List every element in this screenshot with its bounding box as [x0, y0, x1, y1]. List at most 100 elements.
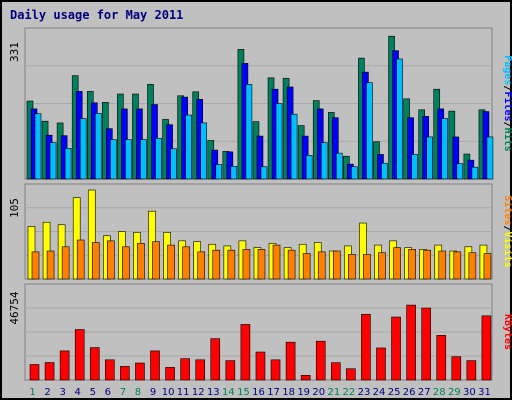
visits-bar-sites-day-8	[137, 243, 145, 280]
hits-bar-files-day-16	[256, 135, 264, 180]
day-label-15: 15	[237, 387, 250, 398]
visits-bar-visits-day-2	[42, 221, 51, 280]
day-label-17: 17	[267, 387, 280, 398]
day-label-24: 24	[373, 387, 386, 398]
legend-part-Files: Files	[502, 91, 512, 121]
kbytes-bar-kbytes-day-15	[240, 324, 251, 381]
hits-bar-files-day-14	[226, 151, 234, 180]
visits-bar-sites-day-6	[107, 240, 115, 280]
day-label-5: 5	[90, 387, 96, 398]
day-label-10: 10	[162, 387, 175, 398]
hits-bar-pages-day-6	[110, 139, 117, 180]
day-label-23: 23	[358, 387, 371, 398]
visits-bar-sites-day-23	[363, 254, 371, 280]
visits-bar-sites-day-10	[167, 244, 175, 280]
hits-bar-pages-day-16	[260, 166, 268, 180]
visits-bar-sites-day-31	[483, 253, 492, 280]
kbytes-bar-kbytes-day-16	[255, 351, 266, 381]
day-label-16: 16	[252, 387, 265, 398]
visits-bar-sites-day-7	[122, 246, 130, 280]
visits-bar-sites-day-22	[348, 254, 356, 280]
hits-bar-pages-day-20	[320, 142, 328, 180]
visits-bar-sites-day-12	[197, 251, 206, 280]
hits-bar-pages-day-17	[275, 103, 283, 180]
kbytes-bar-kbytes-day-1	[29, 364, 40, 381]
kbytes-bar-kbytes-day-21	[330, 362, 341, 381]
day-label-22: 22	[343, 387, 356, 398]
day-label-13: 13	[207, 387, 220, 398]
kbytes-bar-kbytes-day-10	[165, 367, 175, 381]
kbytes-bar-kbytes-day-23	[361, 313, 371, 381]
kbytes-bar-kbytes-day-30	[466, 360, 477, 381]
hits-bar-pages-day-24	[381, 162, 388, 180]
kbytes-bar-kbytes-day-5	[89, 347, 100, 381]
kbytes-bar-kbytes-day-19	[300, 375, 311, 381]
visits-bar-visits-day-5	[87, 189, 96, 280]
kbytes-bar-kbytes-day-6	[105, 359, 115, 381]
kbytes-bar-kbytes-day-31	[481, 315, 492, 381]
kbytes-bar-kbytes-day-11	[180, 358, 190, 381]
legend-part-Visits: Visits	[502, 232, 512, 268]
day-label-26: 26	[403, 387, 416, 398]
legend-part-: /	[502, 225, 512, 231]
hits-bar-pages-day-11	[185, 114, 192, 180]
visits-bar-sites-day-11	[182, 246, 190, 280]
kbytes-bar-kbytes-day-7	[120, 366, 130, 381]
hits-bar-pages-day-10	[170, 148, 177, 180]
visits-bar-sites-day-4	[76, 239, 85, 280]
visits_panel-legend-label: Sites/Visits	[502, 195, 512, 267]
visits-bar-sites-day-2	[46, 250, 55, 280]
visits-bar-sites-day-29	[453, 251, 462, 280]
hits-bar-files-day-21	[331, 117, 339, 180]
chart-title: Daily usage for May 2011	[10, 8, 184, 22]
hits_panel-legend-label: Pages/Files/Hits	[502, 55, 512, 151]
legend-part-KBytes: KBytes	[502, 314, 512, 350]
day-label-29: 29	[448, 387, 461, 398]
legend-part-Pages: Pages	[502, 55, 512, 85]
day-label-6: 6	[105, 387, 111, 398]
hits-bar-pages-day-9	[155, 137, 162, 180]
kbytes-bar-kbytes-day-14	[225, 360, 236, 381]
day-label-9: 9	[150, 387, 156, 398]
visits-bar-sites-day-9	[152, 241, 160, 280]
hits-bar-pages-day-3	[64, 148, 72, 180]
visits-bar-sites-day-26	[408, 249, 416, 280]
hits-bar-pages-day-23	[366, 82, 373, 180]
kbytes-bar-kbytes-day-9	[150, 350, 160, 381]
visits-bar-sites-day-17	[272, 244, 281, 280]
kbytes-bar-kbytes-day-2	[44, 362, 55, 381]
hits-bar-pages-day-22	[351, 166, 358, 180]
hits-max-label: 331	[8, 42, 21, 62]
hits-bar-files-day-29	[452, 136, 460, 180]
day-label-8: 8	[135, 387, 141, 398]
hits-bar-pages-day-31	[486, 136, 494, 180]
kbytes-bar-kbytes-day-29	[451, 356, 462, 381]
hits-bar-pages-day-28	[441, 118, 449, 180]
legend-part-Hits: Hits	[502, 128, 512, 152]
visits-bar-sites-day-15	[242, 249, 251, 280]
kbytes-bar-kbytes-day-3	[59, 350, 70, 381]
kbytes-bar-kbytes-day-26	[406, 304, 416, 381]
visits-bar-sites-day-16	[257, 249, 266, 280]
day-label-2: 2	[44, 387, 50, 398]
day-label-4: 4	[75, 387, 81, 398]
visits-bar-sites-day-21	[332, 250, 341, 280]
day-label-11: 11	[177, 387, 190, 398]
hits-bar-pages-day-27	[426, 136, 433, 180]
day-label-7: 7	[120, 387, 126, 398]
hits-bar-pages-day-18	[290, 113, 298, 180]
visits-bar-visits-day-23	[359, 222, 367, 280]
day-label-21: 21	[327, 387, 340, 398]
hits-bar-pages-day-19	[305, 155, 313, 180]
hits-bar-pages-day-12	[200, 122, 208, 180]
visits-bar-sites-day-20	[317, 251, 326, 280]
hits-bar-pages-day-26	[411, 154, 418, 180]
kbytes-bar-kbytes-day-27	[421, 307, 431, 381]
visits-bar-sites-day-30	[468, 252, 477, 280]
visits-bar-visits-day-4	[72, 197, 81, 280]
kbytes-bar-kbytes-day-17	[270, 359, 281, 381]
visits-bar-sites-day-25	[393, 247, 401, 280]
visits-bar-sites-day-28	[438, 250, 447, 280]
day-label-25: 25	[388, 387, 401, 398]
